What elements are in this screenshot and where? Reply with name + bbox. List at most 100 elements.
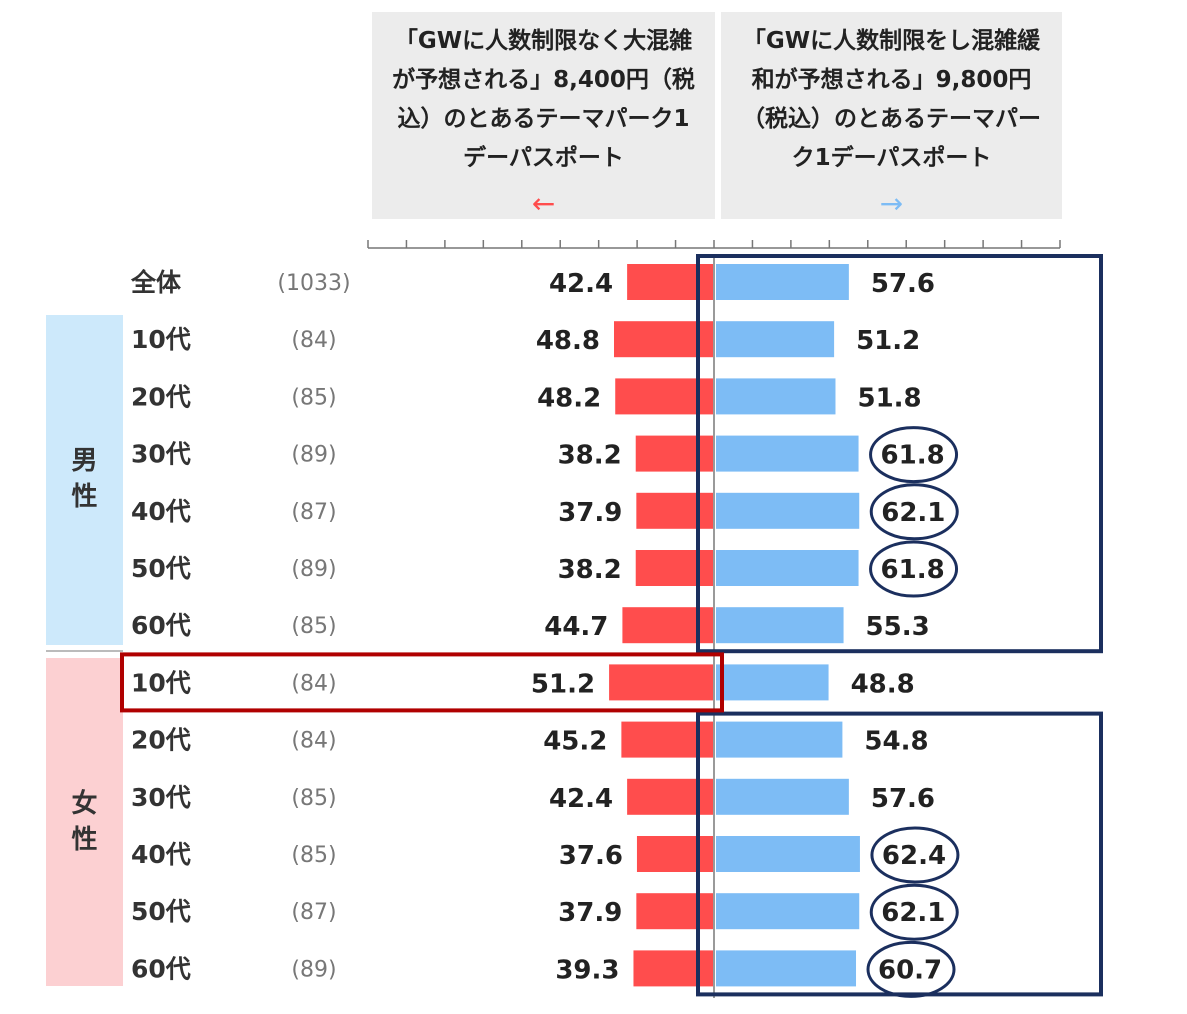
value-highlight-circle — [870, 826, 960, 884]
value-label-left: 48.2 — [537, 383, 601, 413]
value-label-right: 51.8 — [857, 383, 921, 413]
value-label-right: 62.1 — [881, 898, 945, 928]
group-male-char: 男 — [71, 446, 98, 476]
bar-right — [716, 321, 835, 358]
value-label-left: 48.8 — [536, 326, 600, 356]
sample-size-label: (89) — [291, 443, 336, 468]
value-label-left: 37.9 — [558, 898, 622, 928]
value-label-left: 37.6 — [559, 841, 623, 871]
category-label: 40代 — [131, 497, 191, 526]
category-label: 10代 — [131, 668, 191, 697]
right-header: 「GWに人数制限をし混雑緩 和が予想される」9,800円 （税込）のとあるテーマ… — [721, 12, 1062, 219]
bar-left — [636, 492, 714, 529]
right-header-line: ク1デーパスポート — [791, 145, 992, 171]
sample-size-label: (85) — [291, 385, 336, 410]
left-header-text: 「GWに人数制限なく大混雑 が予想される」8,400円（税 込）のとあるテーマパ… — [372, 22, 715, 178]
right-header-text: 「GWに人数制限をし混雑緩 和が予想される」9,800円 （税込）のとあるテーマ… — [721, 22, 1062, 178]
left-header-line: が予想される」8,400円（税 — [392, 67, 695, 93]
sample-size-label: (87) — [291, 900, 336, 925]
bar-right — [716, 893, 860, 930]
category-label: 40代 — [131, 840, 191, 869]
category-label: 60代 — [131, 954, 191, 983]
bar-right — [716, 550, 859, 586]
bar-right — [716, 492, 860, 529]
bar-right — [716, 435, 859, 472]
value-label-right: 62.4 — [882, 841, 946, 871]
sample-size-label: (1033) — [277, 271, 350, 296]
bar-left — [627, 778, 714, 815]
sample-size-label: (84) — [291, 328, 336, 353]
sample-size-label: (84) — [291, 671, 336, 696]
value-highlight-circle — [869, 426, 959, 484]
left-arrow-icon: ← — [531, 187, 556, 220]
right-header-line: （税込）のとあるテーマパー — [742, 106, 1041, 132]
value-label-left: 45.2 — [543, 727, 607, 757]
category-label: 60代 — [131, 611, 191, 640]
value-label-left: 42.4 — [549, 784, 613, 814]
group-female-char: 女 — [71, 789, 98, 819]
left-header-line: デーパスポート — [463, 145, 624, 171]
bar-right — [716, 778, 849, 815]
highlight-box-right — [696, 711, 1103, 997]
sample-size-label: (85) — [291, 614, 336, 639]
value-label-right: 55.3 — [866, 612, 930, 642]
value-label-right: 60.7 — [878, 955, 942, 985]
bar-right — [716, 836, 860, 872]
group-male-label: 男 性 — [46, 443, 123, 515]
bar-left — [635, 435, 714, 472]
bar-right — [716, 664, 829, 701]
value-highlight-circle — [866, 940, 956, 998]
sample-size-label: (84) — [291, 729, 336, 754]
bar-right — [716, 607, 844, 644]
right-arrow-icon: → — [879, 187, 904, 220]
value-label-left: 51.2 — [531, 669, 595, 699]
sample-size-label: (85) — [291, 786, 336, 811]
right-header-line: 和が予想される」9,800円 — [751, 67, 1032, 93]
value-label-left: 39.3 — [555, 955, 619, 985]
bar-left — [636, 836, 714, 872]
left-header-line: 込）のとあるテーマパーク1 — [397, 106, 690, 132]
category-label: 10代 — [131, 325, 191, 354]
left-header: 「GWに人数制限なく大混雑 が予想される」8,400円（税 込）のとあるテーマパ… — [372, 12, 715, 219]
value-label-right: 61.8 — [881, 441, 945, 471]
highlight-box-left — [120, 652, 724, 713]
bar-right — [716, 950, 857, 987]
bar-left — [609, 664, 714, 701]
right-header-line: 「GWに人数制限をし混雑緩 — [742, 28, 1041, 54]
category-label: 50代 — [131, 554, 191, 583]
highlight-box-right — [696, 254, 1103, 654]
value-label-right: 62.1 — [881, 498, 945, 528]
value-label-left: 38.2 — [558, 441, 622, 471]
category-label: 20代 — [131, 382, 191, 411]
value-highlight-circle — [869, 483, 959, 541]
bar-left — [633, 950, 714, 987]
group-female-label: 女 性 — [46, 786, 123, 858]
value-label-right: 61.8 — [881, 555, 945, 585]
value-label-left: 42.4 — [549, 269, 613, 299]
bar-right — [716, 264, 849, 300]
value-label-right: 54.8 — [864, 727, 928, 757]
category-label: 20代 — [131, 726, 191, 755]
value-label-left: 37.9 — [558, 498, 622, 528]
category-label: 30代 — [131, 440, 191, 469]
group-female-char: 性 — [71, 825, 98, 855]
category-label: 全体 — [130, 268, 182, 297]
bar-left — [635, 550, 714, 586]
category-label: 50代 — [131, 897, 191, 926]
bar-left — [627, 264, 714, 300]
bar-left — [622, 607, 714, 644]
value-highlight-circle — [869, 883, 959, 941]
bar-right — [716, 378, 836, 415]
value-label-right: 48.8 — [851, 669, 915, 699]
value-label-right: 57.6 — [871, 784, 935, 814]
value-label-left: 44.7 — [544, 612, 608, 642]
bar-left — [636, 893, 714, 930]
sample-size-label: (85) — [291, 843, 336, 868]
category-label: 30代 — [131, 783, 191, 812]
sample-size-label: (89) — [291, 957, 336, 982]
group-male: 男 性 — [46, 315, 123, 645]
bar-right — [716, 721, 843, 758]
left-header-line: 「GWに人数制限なく大混雑 — [394, 28, 693, 54]
value-label-left: 38.2 — [558, 555, 622, 585]
